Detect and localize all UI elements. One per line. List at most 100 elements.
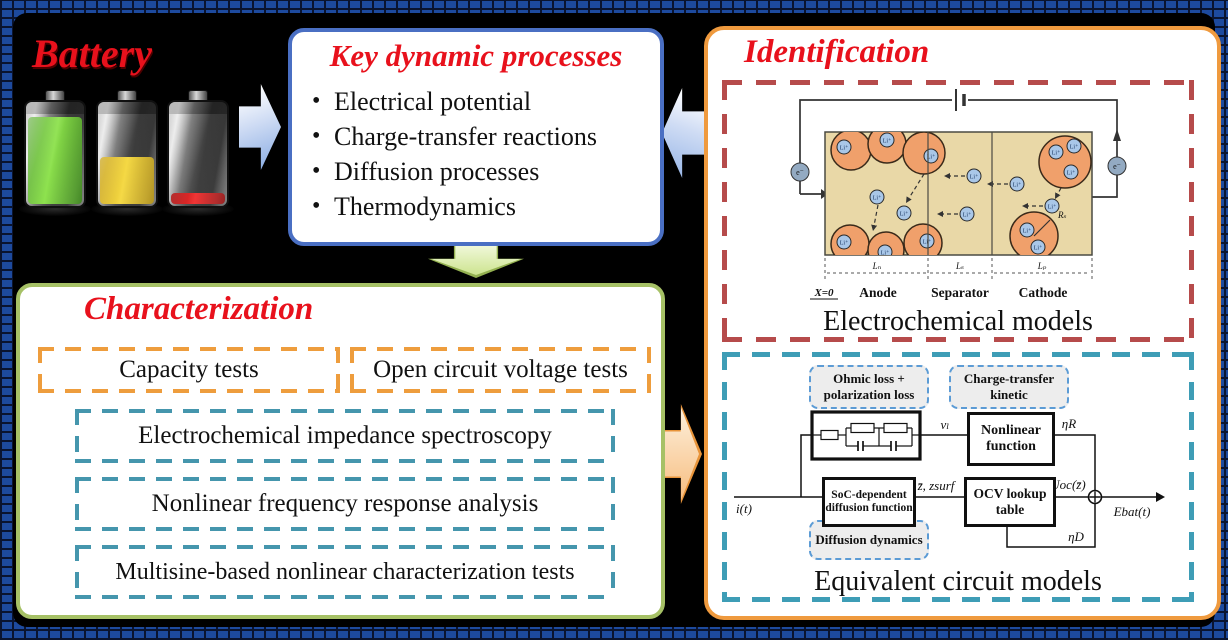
particle-radius-line [1033, 219, 1051, 237]
svg-text:Li⁺: Li⁺ [1034, 246, 1043, 252]
identification-box: Identification e⁻ [704, 26, 1221, 620]
li-ion: Li⁺ [877, 244, 893, 257]
electrochemical-models-caption: Electrochemical models [823, 306, 1093, 337]
list-item: Charge-transfer reactions [310, 119, 654, 154]
list-item: Thermodynamics [310, 189, 654, 224]
electrochemical-models-panel: e⁻ e⁻ [722, 80, 1194, 342]
anode-label: Anode [859, 285, 897, 300]
key-processes-list: Electrical potential Charge-transfer rea… [310, 84, 654, 224]
battery-gloss [169, 102, 227, 206]
li-ion: Li⁺ [919, 233, 935, 249]
capacity-tests-box: Capacity tests [38, 347, 340, 393]
cathode-label: Cathode [1019, 285, 1068, 300]
svg-text:Li⁺: Li⁺ [927, 155, 936, 161]
ocv-tests-box: Open circuit voltage tests [350, 347, 651, 393]
eta-d-label: ηD [1068, 529, 1084, 544]
svg-text:Li⁺: Li⁺ [970, 175, 979, 181]
input-current-label: i(t) [736, 501, 752, 516]
eta-r-label: ηR [1062, 416, 1076, 431]
electron-marker: e⁻ [1107, 156, 1127, 176]
dimension-lines [824, 258, 1093, 280]
eis-box: Electrochemical impedance spectroscopy [75, 409, 615, 463]
particle-radius-label: Rₛ [1057, 210, 1067, 220]
li-ion: Li⁺ [1030, 239, 1046, 255]
multisine-box: Multisine-based nonlinear characterizati… [75, 545, 615, 599]
equivalent-circuit-panel: i(t) vₗ ηR z̄, zsurf Uoc(z̄) ηD Ebat(t) … [722, 352, 1194, 602]
battery-body [96, 100, 158, 208]
summation-junction [1087, 489, 1103, 505]
battery-body [167, 100, 229, 208]
li-ion: Li⁺ [1009, 176, 1025, 192]
svg-text:Li⁺: Li⁺ [883, 139, 892, 145]
li-ion: Li⁺ [836, 234, 852, 250]
soc-signal-label: z̄, zsurf [917, 478, 957, 493]
battery-body [24, 100, 86, 208]
svg-text:Li⁺: Li⁺ [840, 146, 849, 152]
ocv-lookup-block: OCV lookup table [964, 477, 1056, 527]
ion-transport-arrows [871, 173, 1062, 232]
li-ion: Li⁺ [869, 189, 885, 205]
svg-text:Li⁺: Li⁺ [900, 212, 909, 218]
equivalent-circuit-diagram: i(t) vₗ ηR z̄, zsurf Uoc(z̄) ηD Ebat(t) [734, 410, 1165, 548]
battery-title: Battery [32, 31, 152, 76]
key-processes-box: Key dynamic processes Electrical potenti… [288, 28, 664, 246]
li-ion: Li⁺ [959, 206, 975, 222]
battery-icon-full [19, 90, 91, 216]
battery-icon-low [162, 90, 234, 216]
electrochemical-model-diagram: e⁻ e⁻ [790, 89, 1127, 300]
anode-thickness-label: Lₙ [872, 261, 882, 271]
svg-text:e⁻: e⁻ [796, 168, 804, 177]
vl-label: vₗ [941, 417, 950, 432]
equivalent-circuit-caption: Equivalent circuit models [814, 566, 1102, 597]
current-arrow-up [1113, 129, 1121, 141]
svg-text:Li⁺: Li⁺ [1013, 183, 1022, 189]
list-item: Diffusion processes [310, 154, 654, 189]
characterization-title: Characterization [84, 291, 314, 327]
li-ion: Li⁺ [896, 205, 912, 221]
li-ion: Li⁺ [879, 132, 895, 148]
cathode-thickness-label: Lₚ [1037, 261, 1047, 271]
li-ion: Li⁺ [1048, 144, 1064, 160]
characterization-box: Characterization Capacity tests Open cir… [16, 283, 665, 619]
nonlinear-function-block: Nonlinear function [967, 412, 1055, 466]
rc-network-schematic [812, 422, 920, 451]
signal-wires [734, 434, 1156, 548]
soc-diffusion-block: SoC-dependent diffusion function [822, 477, 916, 527]
svg-text:Li⁺: Li⁺ [1070, 145, 1079, 151]
nfra-box: Nonlinear frequency response analysis [75, 477, 615, 531]
svg-text:Li⁺: Li⁺ [881, 251, 890, 257]
li-ion: Li⁺ [966, 168, 982, 184]
charge-transfer-label: Charge-transfer kinetic [949, 365, 1069, 409]
li-ion: Li⁺ [1019, 222, 1035, 238]
output-voltage-label: Ebat(t) [1113, 504, 1151, 519]
li-ion: Li⁺ [1044, 198, 1060, 214]
svg-text:Li⁺: Li⁺ [1048, 205, 1057, 211]
x-zero-label: X=0 [813, 287, 834, 299]
key-processes-title: Key dynamic processes [329, 38, 623, 73]
svg-text:Li⁺: Li⁺ [1023, 229, 1032, 235]
ohmic-loss-label: Ohmic loss + polarization loss [809, 365, 929, 409]
svg-text:Li⁺: Li⁺ [963, 213, 972, 219]
electron-marker: e⁻ [790, 162, 810, 182]
battery-gloss [26, 102, 84, 206]
battery-gloss [98, 102, 156, 206]
lithium-ions: Li⁺ Li⁺ Li⁺ Li⁺ Li⁺ Li⁺ Li⁺ Li⁺ Li⁺ Li⁺ … [836, 132, 1082, 257]
output-arrowhead [1156, 492, 1165, 502]
li-ion: Li⁺ [923, 148, 939, 164]
svg-text:Li⁺: Li⁺ [1052, 151, 1061, 157]
separator-label: Separator [931, 285, 989, 300]
list-item: Electrical potential [310, 84, 654, 119]
identification-title: Identification [744, 34, 930, 70]
svg-text:e⁻: e⁻ [1113, 162, 1121, 171]
li-ion: Li⁺ [1063, 164, 1079, 180]
cell-contents: Li⁺ Li⁺ Li⁺ Li⁺ Li⁺ Li⁺ Li⁺ Li⁺ Li⁺ Li⁺ … [830, 132, 1092, 257]
svg-text:Li⁺: Li⁺ [840, 241, 849, 247]
li-ion: Li⁺ [1066, 138, 1082, 154]
battery-icon-half [91, 90, 163, 216]
svg-text:Li⁺: Li⁺ [923, 240, 932, 246]
svg-text:Li⁺: Li⁺ [1067, 171, 1076, 177]
svg-text:Li⁺: Li⁺ [873, 196, 882, 202]
uoc-label: Uoc(z̄) [1050, 477, 1085, 492]
separator-thickness-label: Lₛ [955, 261, 964, 271]
